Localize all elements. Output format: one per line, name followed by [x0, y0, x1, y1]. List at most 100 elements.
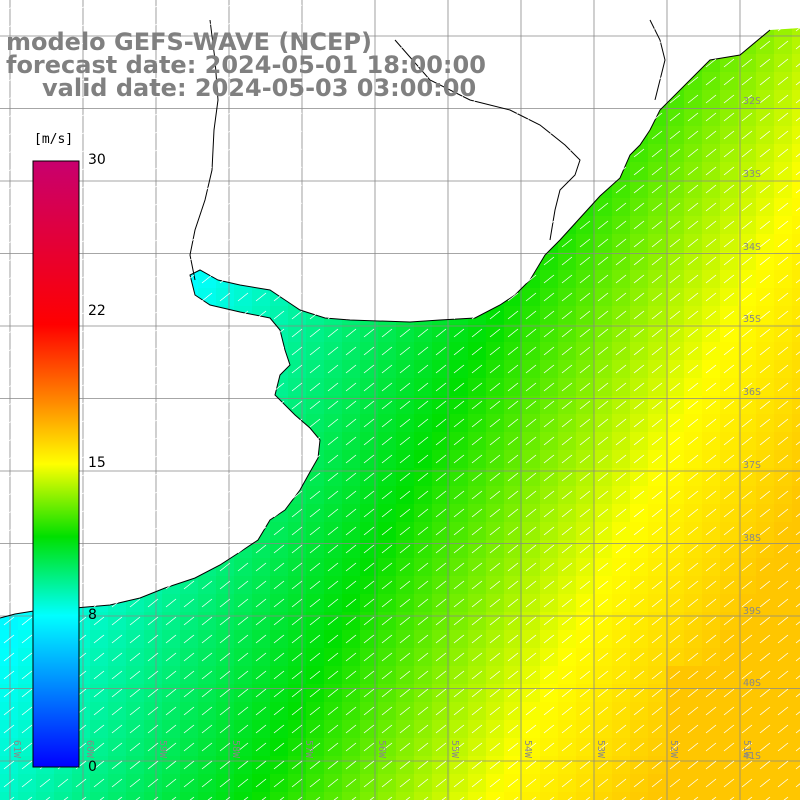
- wind-arrow: [471, 184, 483, 194]
- wind-arrow: [111, 4, 123, 14]
- wind-arrow: [219, 364, 231, 374]
- wind-arrow: [579, 760, 591, 770]
- wind-arrow: [147, 94, 159, 104]
- wind-arrow: [543, 436, 555, 446]
- wind-arrow: [759, 472, 771, 482]
- wind-arrow: [525, 724, 537, 734]
- wind-arrow: [381, 22, 393, 32]
- wind-arrow: [147, 166, 159, 176]
- wind-arrow: [561, 544, 573, 554]
- wind-arrow: [759, 688, 771, 698]
- wind-arrow: [723, 544, 735, 554]
- wind-arrow: [93, 418, 105, 428]
- wind-arrow: [309, 328, 321, 338]
- wind-arrow: [597, 184, 609, 194]
- wind-arrow: [129, 58, 141, 68]
- wind-arrow: [297, 796, 303, 800]
- wind-arrow: [207, 796, 213, 800]
- wind-arrow: [525, 166, 537, 176]
- wind-arrow: [723, 166, 735, 176]
- wind-cell: [648, 792, 666, 800]
- wind-arrow: [165, 274, 177, 284]
- wind-arrow: [219, 382, 231, 392]
- wind-arrow: [165, 490, 177, 500]
- wind-arrow: [273, 508, 285, 518]
- wind-arrow: [417, 184, 429, 194]
- wind-arrow: [111, 202, 123, 212]
- wind-arrow: [3, 616, 15, 626]
- wind-arrow: [165, 454, 177, 464]
- wind-arrow: [183, 472, 195, 482]
- wind-arrow: [489, 184, 501, 194]
- wind-arrow: [489, 418, 501, 428]
- wind-arrow: [93, 472, 105, 482]
- wind-arrow: [435, 490, 447, 500]
- wind-arrow: [453, 4, 465, 14]
- wind-arrow: [687, 454, 699, 464]
- wind-arrow: [705, 436, 717, 446]
- wind-arrow: [669, 778, 681, 788]
- wind-cell: [18, 792, 36, 800]
- wind-arrow: [201, 472, 213, 482]
- wind-arrow: [705, 400, 717, 410]
- wind-arrow: [147, 328, 159, 338]
- wind-arrow: [327, 778, 339, 788]
- wind-arrow: [237, 634, 249, 644]
- wind-arrow: [669, 256, 681, 266]
- wind-arrow: [471, 634, 483, 644]
- wind-arrow: [201, 634, 213, 644]
- wind-arrow: [21, 706, 33, 716]
- wind-arrow: [291, 40, 303, 50]
- wind-arrow: [453, 616, 465, 626]
- wind-arrow: [507, 364, 519, 374]
- wind-arrow: [705, 58, 717, 68]
- wind-arrow: [489, 346, 501, 356]
- lat-label: 32S: [743, 96, 762, 107]
- wind-arrow: [651, 4, 663, 14]
- wind-arrow: [129, 148, 141, 158]
- wind-arrow: [399, 544, 411, 554]
- wind-arrow: [651, 76, 663, 86]
- wind-arrow: [705, 472, 717, 482]
- wind-arrow: [795, 585, 800, 590]
- wind-arrow: [561, 76, 573, 86]
- wind-arrow: [579, 292, 591, 302]
- wind-arrow: [525, 544, 537, 554]
- wind-arrow: [201, 724, 213, 734]
- wind-arrow: [369, 796, 375, 800]
- wind-arrow: [327, 508, 339, 518]
- wind-arrow: [453, 400, 465, 410]
- wind-arrow: [579, 544, 591, 554]
- wind-arrow: [255, 94, 267, 104]
- wind-arrow: [507, 472, 519, 482]
- wind-arrow: [183, 184, 195, 194]
- wind-arrow: [705, 364, 717, 374]
- wind-arrow: [777, 184, 789, 194]
- wind-arrow: [3, 130, 15, 140]
- wind-arrow: [633, 94, 645, 104]
- wind-arrow: [399, 778, 411, 788]
- wind-arrow: [345, 400, 357, 410]
- wind-arrow: [723, 292, 735, 302]
- wind-arrow: [93, 562, 105, 572]
- wind-arrow: [471, 202, 483, 212]
- wind-arrow: [417, 292, 429, 302]
- wind-arrow: [345, 652, 357, 662]
- wind-arrow: [255, 4, 267, 14]
- wind-arrow: [435, 310, 447, 320]
- wind-arrow: [489, 238, 501, 248]
- wind-arrow: [507, 724, 519, 734]
- wind-arrow: [615, 166, 627, 176]
- wind-arrow: [219, 112, 231, 122]
- wind-arrow: [795, 747, 800, 752]
- wind-arrow: [237, 688, 249, 698]
- wind-arrow: [399, 220, 411, 230]
- wind-arrow: [507, 670, 519, 680]
- wind-arrow: [561, 220, 573, 230]
- wind-arrow: [759, 130, 771, 140]
- wind-cell: [324, 792, 342, 800]
- wind-arrow: [669, 400, 681, 410]
- lat-label: 40S: [743, 678, 762, 690]
- wind-arrow: [399, 4, 411, 14]
- wind-arrow: [489, 202, 501, 212]
